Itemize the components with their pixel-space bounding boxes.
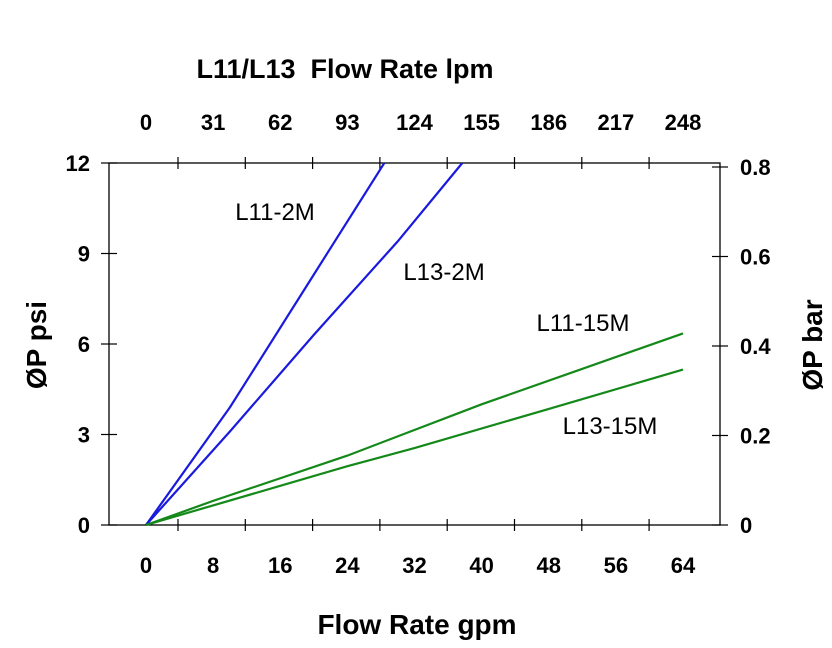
y2-tick-label: 0 [740, 513, 752, 538]
x-tick-label: 64 [671, 553, 696, 578]
y-tick-label: 3 [78, 423, 90, 448]
series-line-l13-15m [145, 368, 684, 527]
y2-tick-label: 0.8 [740, 155, 771, 180]
x2-tick-label: 31 [201, 110, 225, 135]
x-tick-label: 40 [469, 553, 493, 578]
y2-tick-label: 0.2 [740, 424, 771, 449]
series-label-l13-2m: L13-2M [403, 259, 484, 286]
plot-frame [108, 162, 721, 526]
series-label-l11-15m: L11-15M [537, 310, 630, 337]
y-tick-label: 12 [66, 151, 90, 176]
x2-tick-label: 217 [598, 110, 635, 135]
x2-tick-label: 155 [463, 110, 500, 135]
x-tick-label: 8 [207, 553, 219, 578]
chart-title: L11/L13 Flow Rate lpm [196, 54, 493, 84]
y2-tick-label: 0.4 [740, 334, 771, 359]
x-tick-label: 24 [335, 553, 360, 578]
y2-tick-label: 0.6 [740, 245, 771, 270]
y-tick-label: 0 [78, 513, 90, 538]
x-tick-label: 16 [268, 553, 292, 578]
x-tick-label: 0 [140, 553, 152, 578]
x2-tick-label: 0 [140, 110, 152, 135]
series-label-l11-2m: L11-2M [235, 199, 315, 226]
x-axis-label: Flow Rate gpm [317, 609, 516, 640]
y-tick-label: 6 [78, 332, 90, 357]
series-line-l11-2m [145, 162, 386, 526]
y-tick-label: 9 [78, 242, 90, 267]
x2-tick-label: 248 [665, 110, 702, 135]
x2-tick-label: 93 [335, 110, 359, 135]
x2-tick-label: 124 [396, 110, 433, 135]
x2-tick-label: 186 [530, 110, 567, 135]
x-tick-label: 32 [402, 553, 426, 578]
x-tick-label: 48 [537, 553, 561, 578]
x-tick-label: 56 [604, 553, 628, 578]
x2-tick-label: 62 [268, 110, 292, 135]
series-label-l13-15m: L13-15M [563, 413, 658, 440]
y-axis-label: ØP psi [21, 301, 52, 389]
y2-axis-label: ØP bar [797, 299, 828, 390]
series-line-l13-2m [145, 162, 464, 526]
series-line-l11-15m [145, 332, 684, 527]
